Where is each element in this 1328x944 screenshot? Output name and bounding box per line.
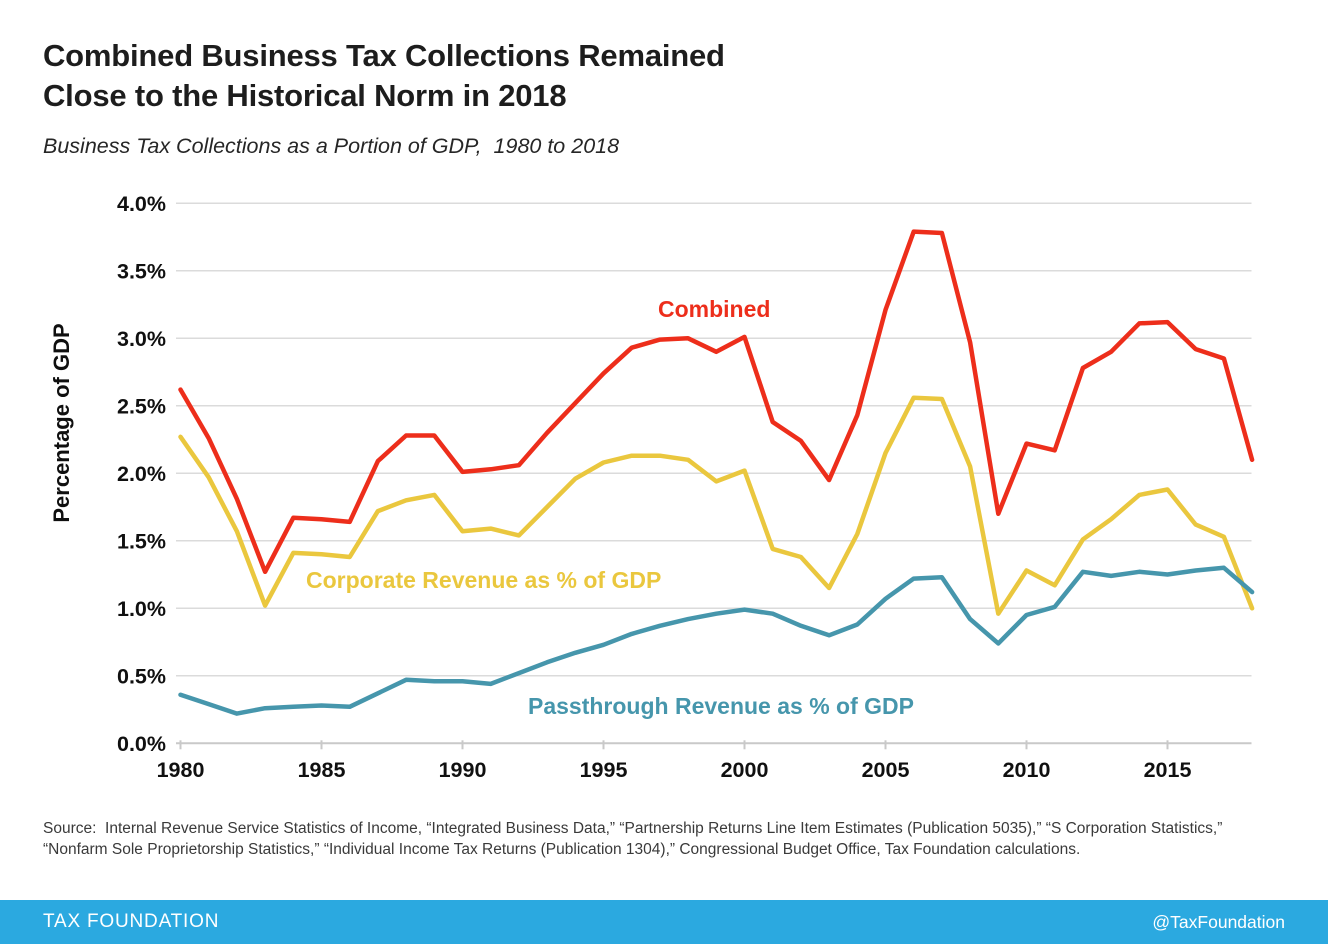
- source-note: Source: Internal Revenue Service Statist…: [43, 820, 1227, 858]
- chart-subtitle: Business Tax Collections as a Portion of…: [43, 134, 620, 158]
- y-tick-label: 3.5%: [117, 259, 166, 283]
- footer-bar: TAX FOUNDATION @TaxFoundation: [0, 900, 1328, 944]
- series-line: [178, 229, 1255, 575]
- series-label-passthrough: Passthrough Revenue as % of GDP: [528, 693, 914, 719]
- series-line: [178, 395, 1255, 616]
- footer-twitter-handle: @TaxFoundation: [1152, 911, 1285, 932]
- y-tick-label: 1.5%: [117, 529, 166, 553]
- page-title-line2: Close to the Historical Norm in 2018: [43, 78, 567, 113]
- y-tick-label: 3.0%: [117, 327, 166, 351]
- y-tick-label: 1.0%: [117, 597, 166, 621]
- page-title-line1: Combined Business Tax Collections Remain…: [43, 38, 725, 73]
- y-tick-label: 0.5%: [117, 664, 166, 688]
- y-axis-title: Percentage of GDP: [49, 323, 74, 523]
- series-line: [178, 565, 1255, 716]
- series-label-corporate: Corporate Revenue as % of GDP: [306, 567, 662, 593]
- x-tick-label: 1985: [298, 758, 346, 782]
- x-tick-label: 1990: [439, 758, 487, 782]
- y-tick-label: 2.0%: [117, 462, 166, 486]
- y-tick-label: 2.5%: [117, 394, 166, 418]
- x-tick-label: 1995: [580, 758, 628, 782]
- page-title: Combined Business Tax Collections Remain…: [43, 36, 943, 116]
- series-label-combined: Combined: [658, 296, 771, 322]
- x-tick-label: 2005: [862, 758, 910, 782]
- x-tick-label: 2015: [1144, 758, 1192, 782]
- y-tick-label: 4.0%: [117, 192, 166, 216]
- x-tick-label: 2010: [1003, 758, 1051, 782]
- y-tick-label: 0.0%: [117, 732, 166, 756]
- x-tick-label: 1980: [157, 758, 205, 782]
- footer-brand-text: TAX FOUNDATION: [43, 911, 220, 932]
- x-tick-label: 2000: [721, 758, 769, 782]
